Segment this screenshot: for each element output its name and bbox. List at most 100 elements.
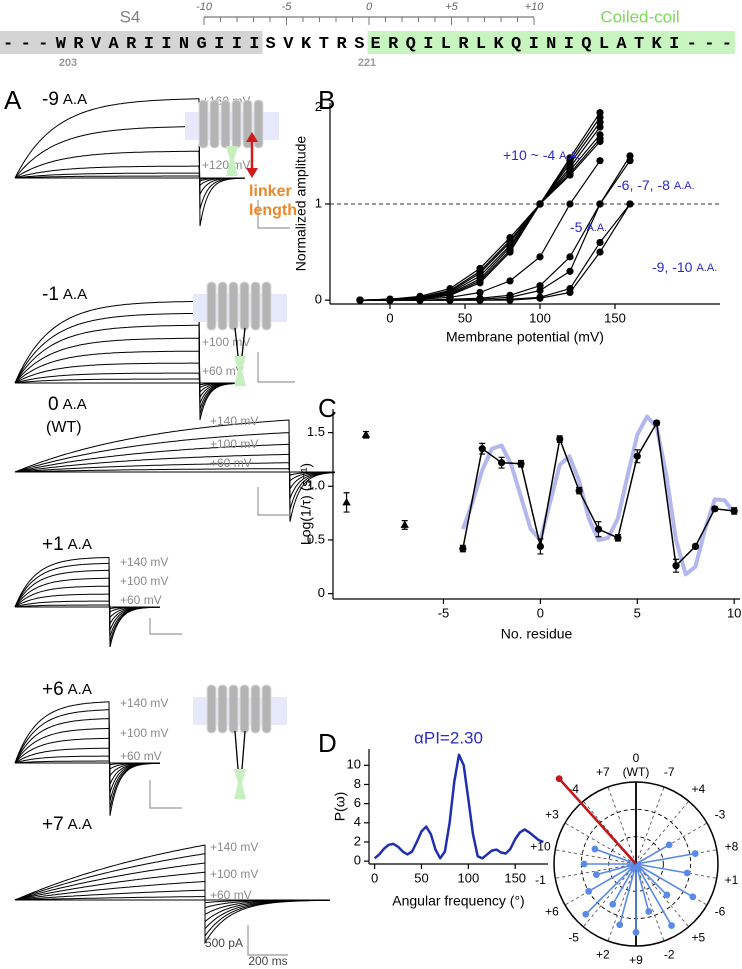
polar-vector bbox=[558, 777, 637, 865]
polar-vector bbox=[635, 863, 650, 912]
scale-bar bbox=[257, 200, 290, 229]
coiled-coil bbox=[234, 356, 246, 386]
current-trace bbox=[14, 453, 335, 491]
trace-title-unit: A.A bbox=[68, 536, 92, 553]
radial-grid bbox=[635, 863, 665, 942]
helix bbox=[231, 99, 242, 149]
polar-label: +4 bbox=[692, 782, 706, 796]
trace-title-unit: A.A bbox=[63, 286, 87, 303]
polar-label: 0 bbox=[633, 751, 640, 765]
trace-title-unit: A.A bbox=[68, 681, 92, 698]
annotation: -5 A.A. bbox=[570, 219, 607, 235]
polar-point bbox=[555, 775, 563, 783]
y-tick-label: 4 bbox=[354, 814, 361, 829]
linker bbox=[234, 327, 239, 357]
data-point bbox=[342, 497, 351, 506]
coiled-coil bbox=[226, 146, 238, 176]
current-trace bbox=[14, 312, 240, 415]
ruler-tick-label: +5 bbox=[445, 1, 458, 13]
trace-title-number: +6 bbox=[42, 679, 64, 700]
residue-number: 221 bbox=[358, 57, 376, 69]
scale-bar bbox=[257, 352, 295, 383]
sequence-segment: ERQILRLKQINIQLATKI--- bbox=[371, 35, 733, 54]
current-trace bbox=[14, 98, 245, 227]
ruler-tick-label: -10 bbox=[196, 1, 213, 13]
current-trace bbox=[14, 175, 245, 180]
scale-bar-label: 500 pA bbox=[205, 936, 243, 950]
annotation-unit: A.A. bbox=[674, 180, 695, 192]
polar-vector bbox=[635, 844, 670, 865]
helix bbox=[220, 99, 231, 149]
data-point bbox=[711, 505, 719, 513]
current-trace bbox=[14, 443, 335, 499]
data-point bbox=[476, 296, 484, 304]
trace-title: -1 A.A bbox=[42, 284, 87, 305]
helix bbox=[250, 684, 261, 734]
trace-note: (WT) bbox=[46, 419, 82, 436]
polar-vector bbox=[588, 863, 637, 893]
arrow-head bbox=[246, 132, 258, 142]
trace-title: +7 A.A bbox=[42, 814, 92, 835]
polar-label: -6 bbox=[715, 905, 726, 919]
scale-bar bbox=[247, 925, 288, 956]
data-point bbox=[596, 200, 604, 208]
current-trace bbox=[14, 378, 240, 386]
helix bbox=[217, 281, 228, 331]
x-tick-label: 100 bbox=[529, 310, 551, 325]
scale-bar-label: 200 ms bbox=[248, 954, 287, 968]
radial-grid bbox=[555, 849, 637, 865]
radial-grid bbox=[635, 800, 690, 865]
data-point bbox=[459, 544, 467, 553]
polar-vector bbox=[635, 852, 696, 865]
data-point bbox=[536, 253, 544, 261]
trace-title-number: -9 bbox=[42, 89, 59, 110]
data-point bbox=[626, 200, 634, 208]
y-tick-label: 1 bbox=[315, 195, 322, 210]
polar-point bbox=[645, 908, 653, 915]
sequence-segment: ---WRVARIINGIII bbox=[3, 35, 260, 54]
data-point bbox=[446, 296, 454, 304]
ruler-tick-label: +10 bbox=[525, 1, 545, 13]
annotation-text: -6, -7, -8 bbox=[617, 177, 670, 193]
radial-grid bbox=[607, 786, 637, 865]
current-trace bbox=[14, 462, 335, 482]
voltage-label: +100 mV bbox=[210, 867, 258, 881]
polar-vector bbox=[635, 863, 694, 898]
polar-label: +8 bbox=[725, 839, 739, 853]
current-trace bbox=[14, 853, 331, 938]
sequence-segment-bg bbox=[0, 31, 263, 54]
polar-label: -1 bbox=[535, 873, 546, 887]
helix bbox=[239, 281, 250, 331]
current-trace bbox=[14, 895, 330, 904]
helix bbox=[228, 684, 239, 734]
annotation-unit: A.A. bbox=[696, 262, 717, 274]
data-point bbox=[361, 430, 371, 438]
current-trace bbox=[14, 126, 245, 210]
sequence-segment-bg bbox=[262, 31, 368, 54]
helix bbox=[261, 684, 272, 734]
x-tick-label: 0 bbox=[371, 870, 378, 885]
data-point bbox=[566, 253, 574, 261]
x-tick-label: 100 bbox=[457, 870, 479, 885]
data-point bbox=[691, 542, 700, 551]
annotation: +10 ~ -4 A.A. bbox=[503, 147, 580, 163]
y-axis-label: P(ω) bbox=[332, 792, 348, 822]
x-tick-label: -5 bbox=[438, 605, 450, 620]
helix bbox=[209, 99, 220, 149]
polar-point bbox=[580, 860, 588, 868]
y-tick-label: 1.0 bbox=[307, 478, 325, 493]
polar-point bbox=[632, 928, 640, 936]
data-point bbox=[506, 277, 514, 285]
data-point bbox=[506, 248, 514, 256]
current-trace bbox=[14, 760, 160, 766]
data-point bbox=[386, 296, 394, 304]
polar-label: -4 bbox=[568, 782, 579, 796]
helix bbox=[198, 99, 209, 149]
ruler-tick-label: -5 bbox=[282, 1, 293, 13]
helix bbox=[239, 684, 250, 734]
annotation-text: -9, -10 bbox=[652, 259, 693, 275]
radial-grid bbox=[635, 863, 690, 928]
polar-label: +7 bbox=[596, 765, 610, 779]
trace-title-number: +7 bbox=[42, 814, 64, 835]
